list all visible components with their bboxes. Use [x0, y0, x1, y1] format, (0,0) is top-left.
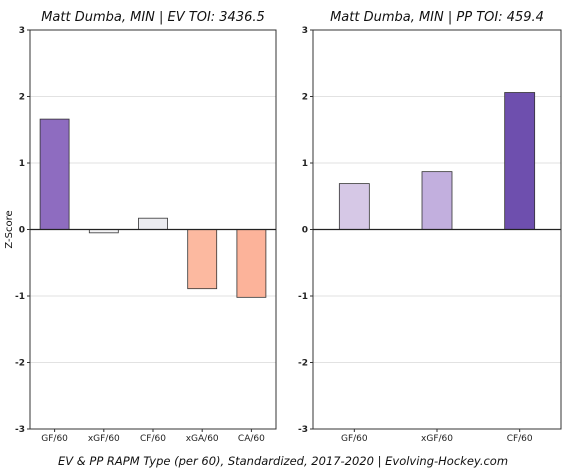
y-tick-label: -2 [298, 359, 308, 369]
y-tick-label: 1 [302, 159, 308, 169]
y-tick-label: 0 [302, 226, 308, 236]
y-tick-label: 3 [302, 26, 308, 36]
x-tick-label: CA/60 [238, 434, 265, 444]
panel-title: Matt Dumba, MIN | PP TOI: 459.4 [330, 10, 544, 25]
bar [338, 183, 370, 230]
x-tick-label: GF/60 [341, 434, 368, 444]
y-tick-label: 1 [19, 159, 25, 169]
x-tick-label: CF/60 [140, 434, 166, 444]
panel-title: Matt Dumba, MIN | EV TOI: 3436.5 [41, 10, 265, 25]
bar [504, 92, 536, 230]
y-tick-label: -3 [15, 425, 25, 435]
bar [236, 229, 267, 298]
figure-caption: EV & PP RAPM Type (per 60), Standardized… [58, 454, 508, 468]
y-tick-label: 0 [19, 226, 25, 236]
pp-panel: 3 2 1 0 -1 -2 -3 GF/60 xGF/60 CF/60 Matt Dumba, MI… [298, 10, 562, 444]
bar [138, 217, 168, 230]
y-axis-label: Z-Score [4, 210, 15, 248]
y-tick-label: -1 [15, 292, 25, 302]
ev-panel: 3 2 1 0 -1 -2 -3 GF/60 xGF/60 CF/60 xGA/60 CA/60 Mat… [4, 10, 277, 444]
y-tick-label: -3 [298, 425, 308, 435]
x-tick-label: GF/60 [41, 434, 68, 444]
bar [39, 118, 70, 230]
y-tick-label: -2 [15, 359, 25, 369]
y-tick-label: 2 [302, 93, 308, 103]
bar [187, 229, 218, 290]
y-tick-label: 3 [19, 26, 25, 36]
x-tick-label: xGA/60 [186, 434, 219, 444]
x-tick-label: xGF/60 [88, 434, 120, 444]
x-tick-label: xGF/60 [421, 434, 453, 444]
y-tick-label: 2 [19, 93, 25, 103]
bar [421, 171, 453, 230]
y-tick-label: -1 [298, 292, 308, 302]
x-tick-label: CF/60 [507, 434, 533, 444]
